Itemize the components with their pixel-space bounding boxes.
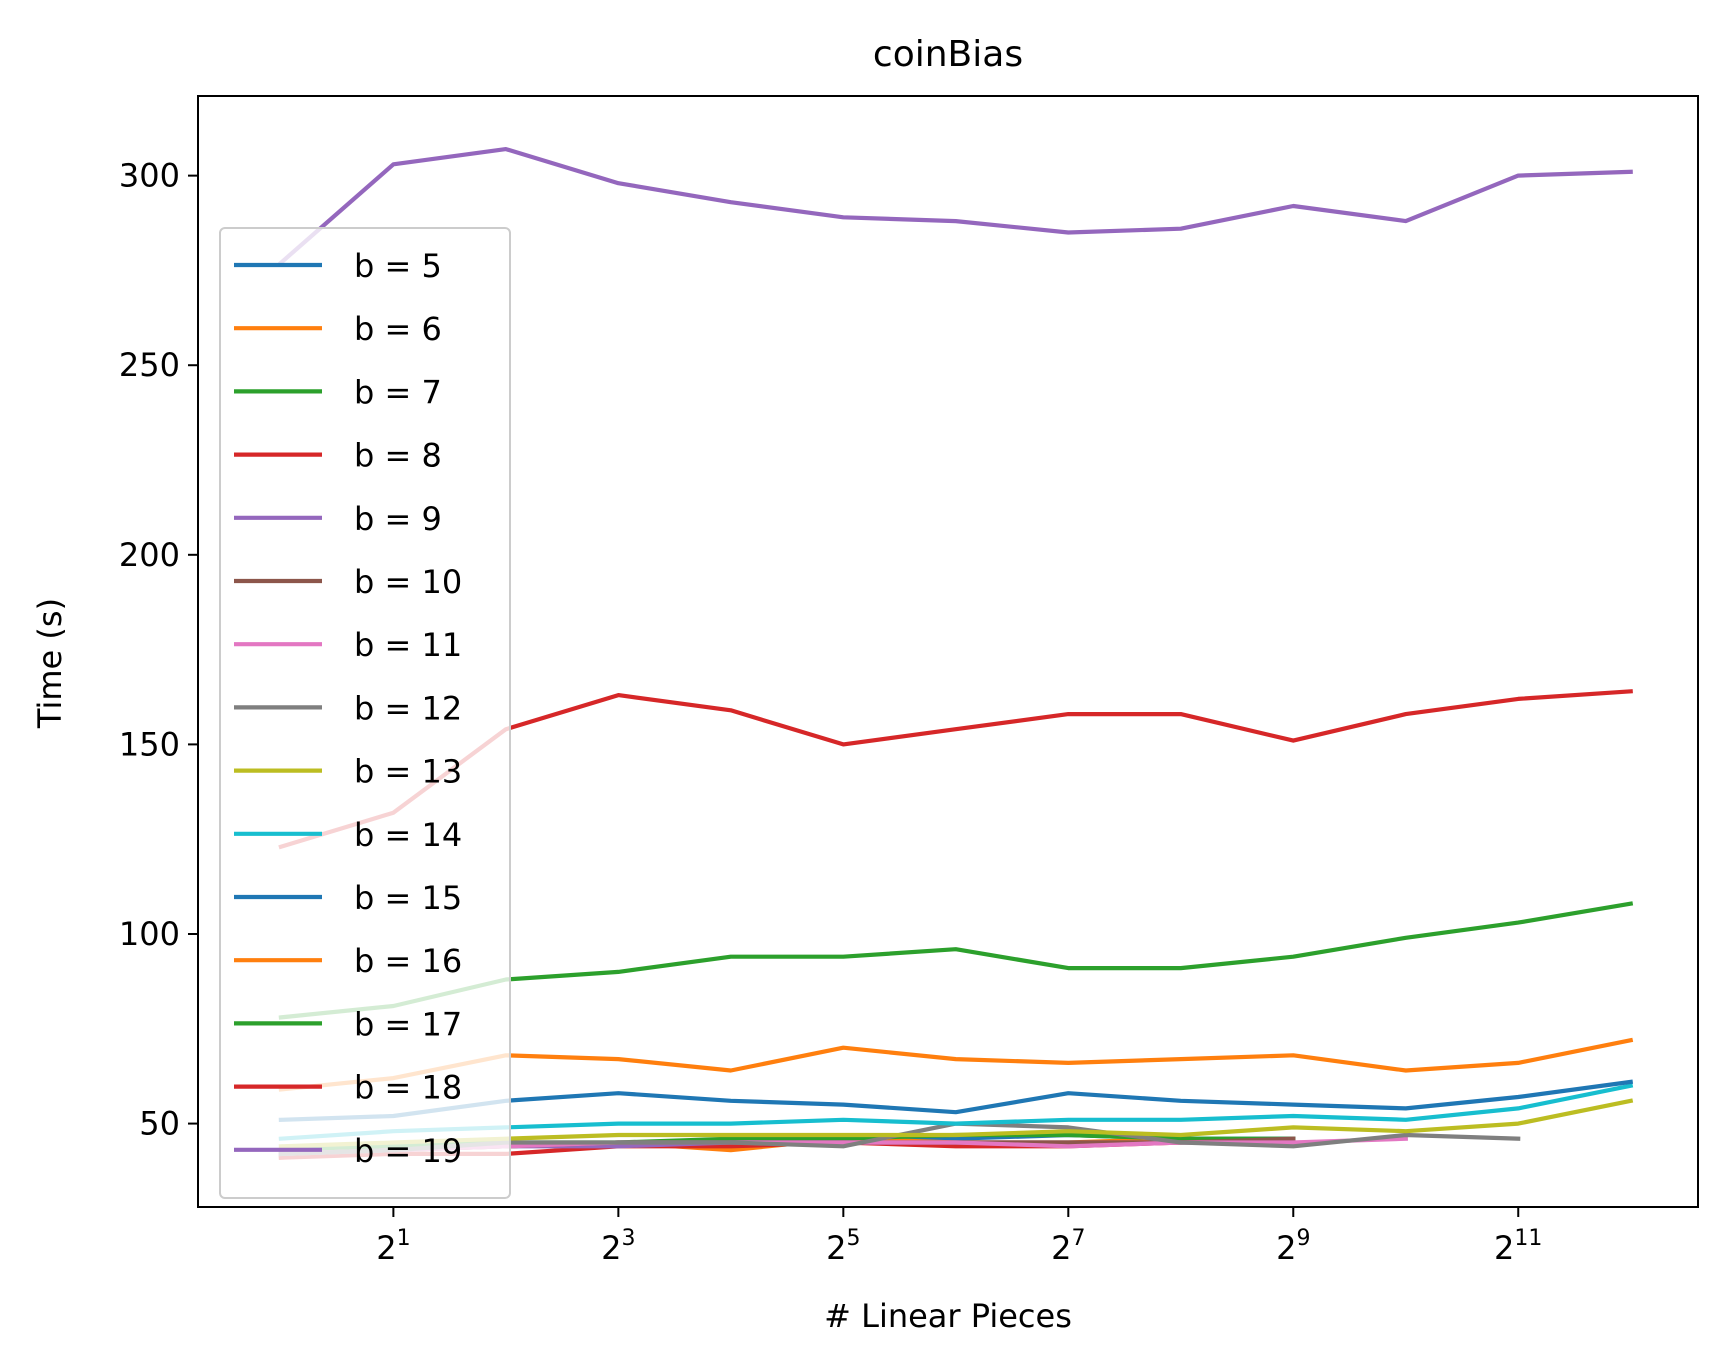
chart-title: coinBias xyxy=(873,34,1023,75)
legend-label: b = 15 xyxy=(354,879,462,917)
legend-label: b = 11 xyxy=(354,626,462,664)
x-tick-label: 25 xyxy=(826,1226,860,1267)
x-tick-label: 23 xyxy=(601,1226,635,1267)
x-tick-label: 27 xyxy=(1051,1226,1085,1267)
y-tick-label: 100 xyxy=(119,915,180,953)
legend-label: b = 12 xyxy=(354,689,462,727)
y-tick-label: 50 xyxy=(139,1105,180,1143)
plot-frame xyxy=(197,95,1699,1208)
x-axis: 21 23 25 27 29 211 xyxy=(376,1207,1542,1267)
x-axis-label: # Linear Pieces xyxy=(824,1297,1072,1335)
x-tick-label: 21 xyxy=(376,1226,410,1267)
legend-label: b = 17 xyxy=(354,1005,462,1043)
legend-label: b = 13 xyxy=(354,753,462,791)
series-line-b-19 xyxy=(277,147,1633,266)
legend-label: b = 19 xyxy=(354,1132,462,1170)
y-axis-label: Time (s) xyxy=(31,598,69,729)
legend-label: b = 18 xyxy=(354,1069,462,1107)
legend-label: b = 14 xyxy=(354,816,462,854)
y-tick-label: 150 xyxy=(119,725,180,763)
legend-label: b = 5 xyxy=(354,247,442,285)
y-axis: 50 100 150 200 250 300 xyxy=(119,157,198,1143)
x-tick-label: 211 xyxy=(1494,1226,1542,1267)
legend-label: b = 6 xyxy=(354,310,442,348)
legend-label: b = 7 xyxy=(354,373,442,411)
legend-box xyxy=(219,227,511,1199)
legend-label: b = 10 xyxy=(354,563,462,601)
legend: b = 5 b = 6 b = 7 b = 8 b = 9 b = 10 b = 11 b =… xyxy=(219,227,511,1199)
legend-label: b = 9 xyxy=(354,500,442,538)
legend-label: b = 16 xyxy=(354,942,462,980)
y-tick-label: 300 xyxy=(119,157,180,195)
legend-label: b = 8 xyxy=(354,437,442,475)
y-tick-label: 200 xyxy=(119,536,180,574)
x-tick-label: 29 xyxy=(1276,1226,1310,1267)
y-tick-label: 250 xyxy=(119,346,180,384)
